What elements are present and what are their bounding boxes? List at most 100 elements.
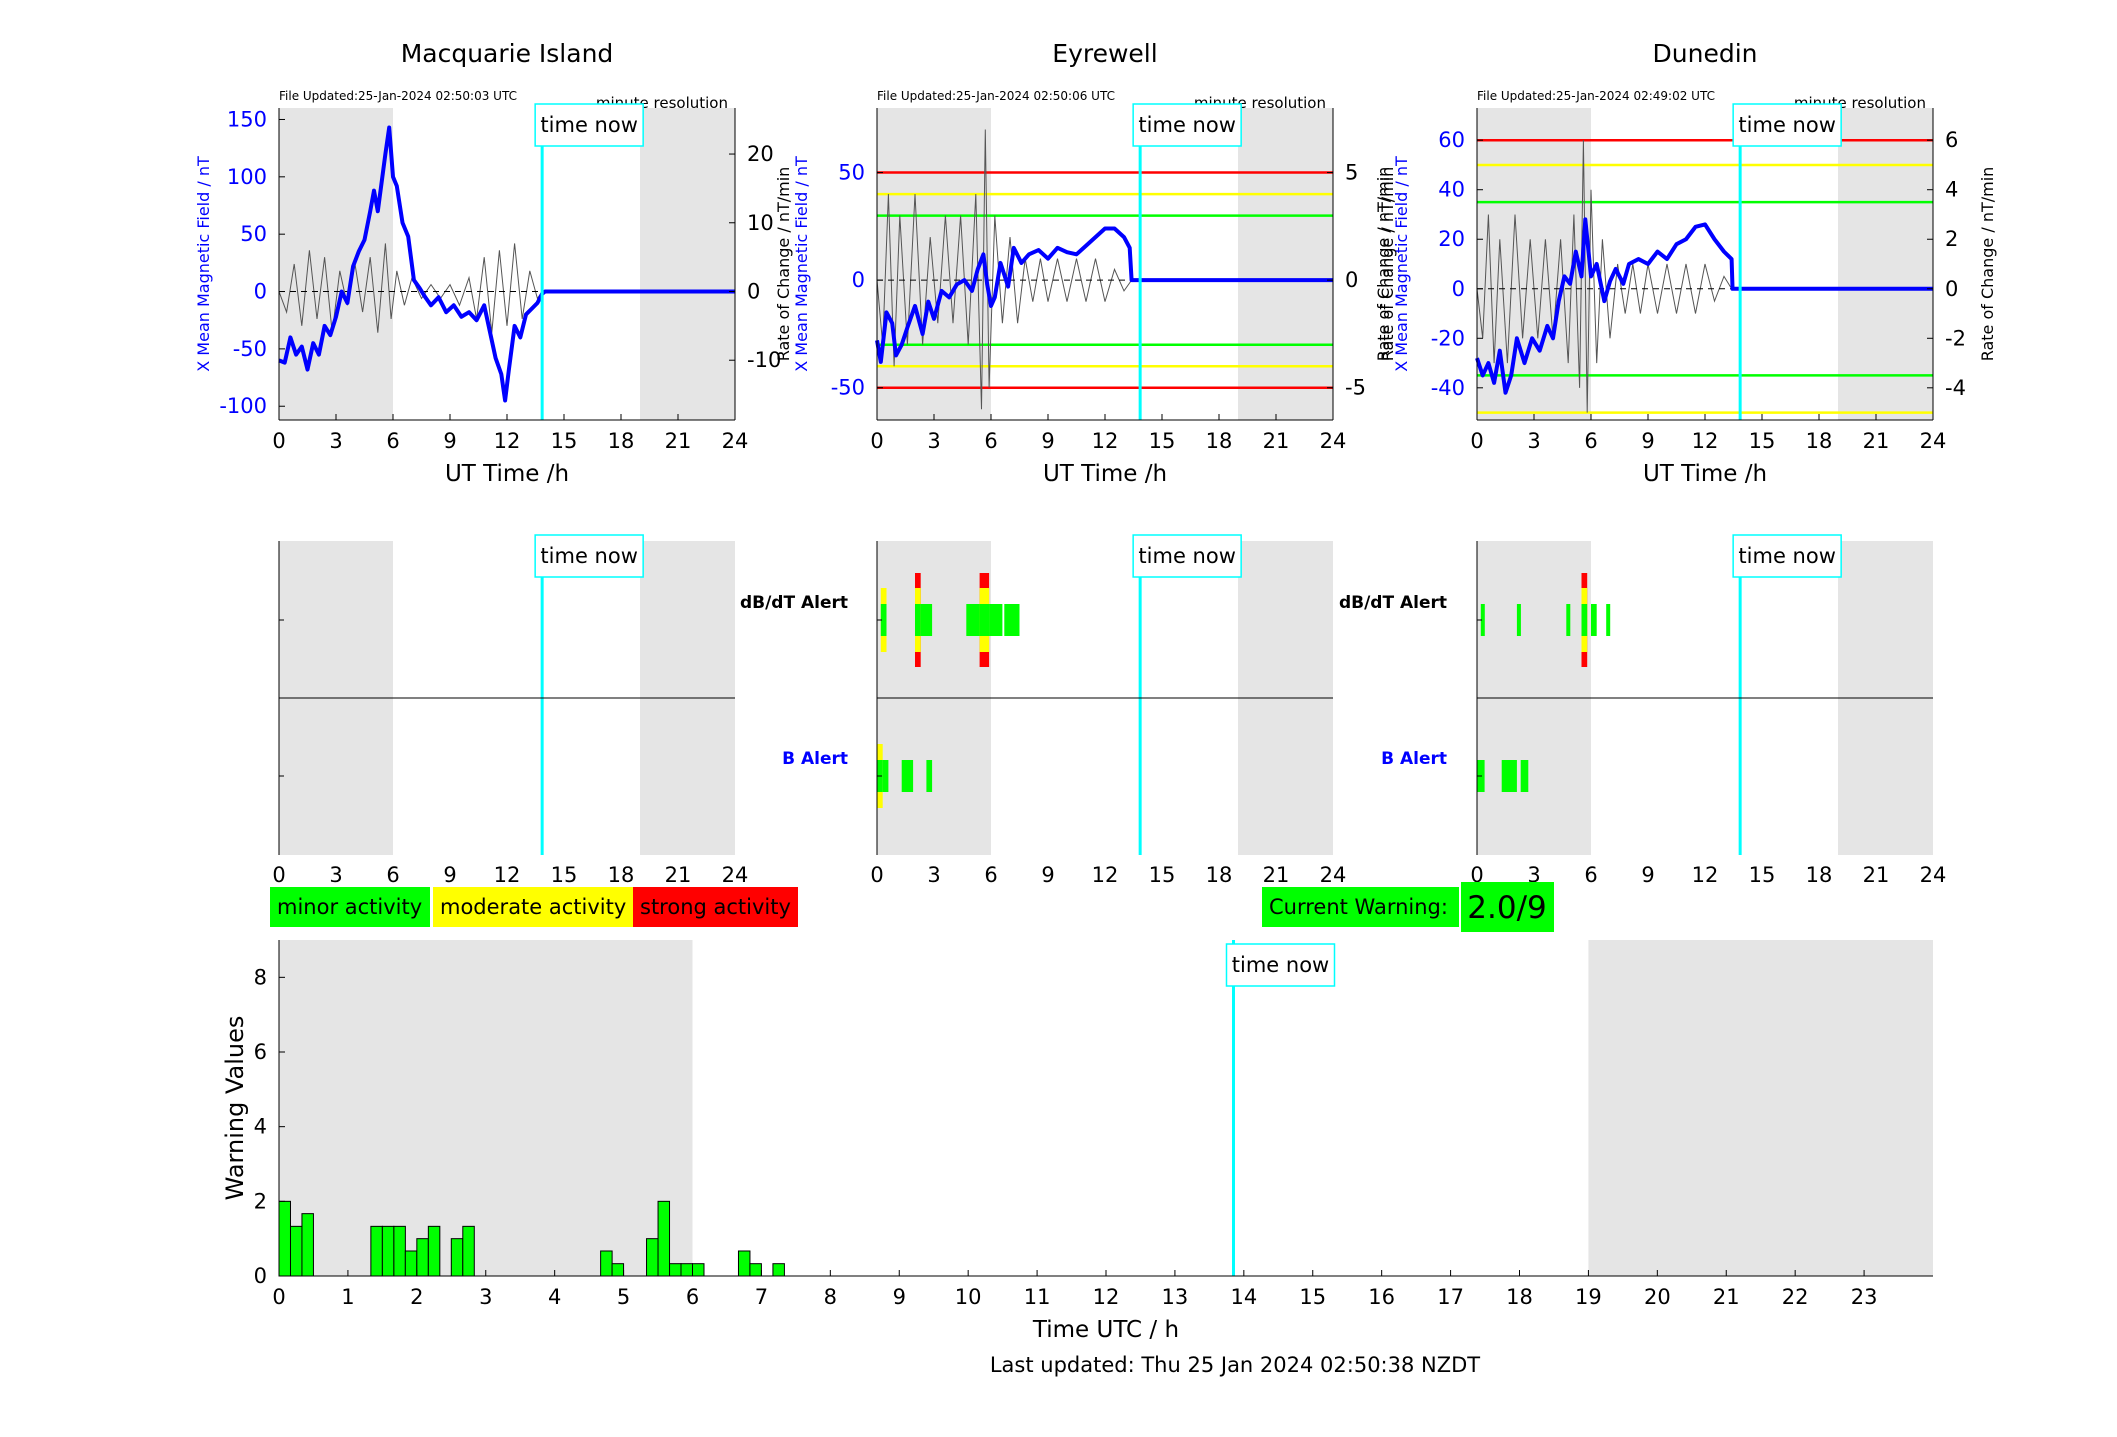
x-tick-label: 14: [1230, 1285, 1257, 1309]
warning-bar: [680, 1263, 693, 1277]
x-tick-label: 20: [1644, 1285, 1671, 1309]
b-alert-bar: [926, 760, 933, 792]
y-tick-label: -100: [219, 394, 267, 418]
x-tick-label: 18: [1506, 1285, 1533, 1309]
current-warning-label: Current Warning:: [1269, 895, 1448, 919]
y2-tick-label: -5: [1345, 376, 1366, 400]
rate-of-change-series: [278, 243, 543, 333]
x-tick-label: 22: [1782, 1285, 1809, 1309]
time-now-label: time now: [1138, 113, 1235, 137]
x-tick-label: 10: [955, 1285, 982, 1309]
station-panel-eyrewell: Eyrewell File Updated:25-Jan-2024 02:50:0…: [774, 39, 1397, 887]
alert-x-tick-label: 18: [608, 863, 635, 887]
x-mean-field-series: [875, 226, 1333, 364]
x-mean-field-series: [278, 125, 735, 403]
x-tick-label: 19: [1575, 1285, 1602, 1309]
y-axis-label: Warning Values: [221, 1016, 249, 1201]
night-shade: [1838, 108, 1933, 420]
y-tick-label: 0: [852, 268, 865, 292]
legend-label: minor activity: [277, 895, 422, 919]
y-tick-label: 0: [254, 1264, 267, 1288]
dbdt-alert-bar: [1606, 604, 1611, 636]
time-now-box: [1132, 534, 1242, 578]
x-tick-label: 0: [272, 1285, 285, 1309]
dbdt-alert-bar: [1591, 604, 1597, 636]
y2-tick-label: 0: [747, 279, 760, 303]
time-now-box: [1732, 103, 1842, 147]
activity-legend: minor activity moderate activity strong ac…: [270, 887, 798, 927]
x-tick-label: 24: [1320, 429, 1347, 453]
alert-x-tick-label: 0: [870, 863, 883, 887]
time-now-label: time now: [540, 544, 637, 568]
alert-x-tick-label: 12: [494, 863, 521, 887]
dbdt-alert-bar: [1566, 604, 1571, 636]
x-tick-label: 12: [1092, 429, 1119, 453]
y2-tick-label: 2: [1945, 227, 1958, 251]
warning-bar: [450, 1238, 464, 1277]
current-warning-value-box: [1461, 882, 1554, 932]
night-shade: [279, 940, 693, 1276]
x-tick-label: 3: [329, 429, 342, 453]
warning-bar: [370, 1225, 383, 1277]
alert-x-tick-label: 3: [927, 863, 940, 887]
time-now-box: [534, 534, 644, 578]
dbdt-alert-bar: [989, 604, 1003, 636]
x-tick-label: 13: [1162, 1285, 1189, 1309]
x-tick-label: 18: [608, 429, 635, 453]
current-warning-label-box: [1262, 887, 1459, 927]
warning-bar: [381, 1225, 395, 1277]
alert-x-tick-label: 6: [1584, 863, 1597, 887]
x-tick-label: 2: [410, 1285, 423, 1309]
alert-x-tick-label: 21: [1263, 863, 1290, 887]
time-now-box: [1225, 943, 1336, 987]
legend-swatch-moderate-activity: [433, 887, 633, 927]
x-tick-label: 16: [1368, 1285, 1395, 1309]
alert-x-tick-label: 15: [1749, 863, 1776, 887]
x-tick-label: 3: [479, 1285, 492, 1309]
x-tick-label: 23: [1851, 1285, 1878, 1309]
b-alert-bar: [901, 760, 914, 792]
x-axis-label: Time UTC / h: [1032, 1317, 1179, 1343]
night-shade: [1588, 940, 1933, 1276]
warning-bar: [646, 1238, 659, 1277]
time-now-box: [1132, 103, 1242, 147]
alert-x-tick-label: 0: [1470, 863, 1483, 887]
station-title: Dunedin: [1653, 39, 1758, 68]
x-tick-label: 11: [1024, 1285, 1051, 1309]
file-updated-label: File Updated:25-Jan-2024 02:49:02 UTC: [1477, 89, 1715, 103]
y-tick-label: 4: [254, 1115, 267, 1139]
x-axis-label: UT Time /h: [1043, 461, 1167, 487]
time-now-label: time now: [1738, 113, 1835, 137]
x-tick-label: 0: [272, 429, 285, 453]
b-alert-bar: [1520, 760, 1529, 792]
x-tick-label: 18: [1206, 429, 1233, 453]
alert-x-tick-label: 24: [1320, 863, 1347, 887]
time-now-label: time now: [1232, 953, 1329, 977]
current-warning-value: 2.0/9: [1467, 890, 1546, 926]
rate-of-change-series: [876, 129, 1133, 410]
legend-swatch-minor-activity: [270, 887, 430, 927]
night-shade: [640, 108, 735, 420]
y2-tick-label: 20: [747, 142, 774, 166]
y-axis-label: X Mean Magnetic Field / nT: [194, 156, 213, 372]
night-shade: [877, 108, 991, 420]
y-tick-label: -40: [1431, 376, 1465, 400]
y2-tick-label: 0: [1945, 277, 1958, 301]
night-shade: [1238, 108, 1333, 420]
time-now-label: time now: [1738, 544, 1835, 568]
x-tick-label: 21: [1713, 1285, 1740, 1309]
y2-axis-label: Rate of Change / nT/min: [774, 167, 793, 362]
x-tick-label: 15: [1149, 429, 1176, 453]
alert-x-tick-label: 12: [1692, 863, 1719, 887]
y2-tick-label: -10: [747, 348, 781, 372]
warning-bar: [749, 1263, 762, 1277]
warning-bar: [657, 1200, 671, 1277]
y-tick-label: 100: [227, 165, 267, 189]
alert-row-label: B Alert: [782, 749, 848, 769]
alert-x-tick-label: 15: [1149, 863, 1176, 887]
warning-bar: [404, 1250, 418, 1277]
time-now-label: time now: [540, 113, 637, 137]
dbdt-alert-bar: [1004, 604, 1020, 636]
x-tick-label: 7: [755, 1285, 768, 1309]
